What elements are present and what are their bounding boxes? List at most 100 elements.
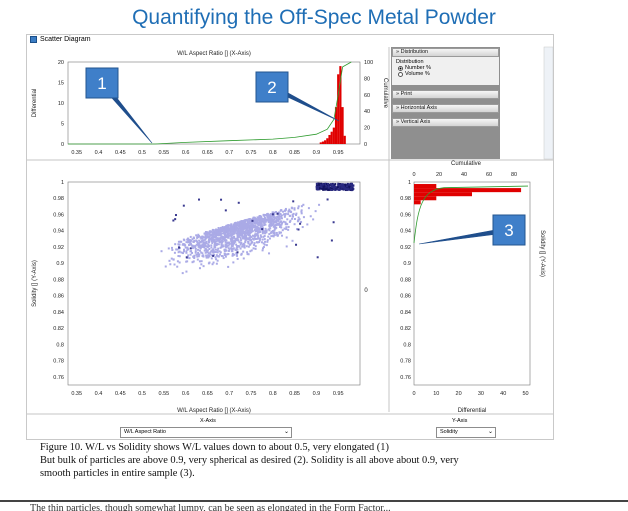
scatter-point xyxy=(257,228,260,231)
scatter-point xyxy=(253,218,256,221)
scatter-point xyxy=(326,183,329,186)
scatter-point xyxy=(236,248,239,251)
scatter-point xyxy=(344,185,347,188)
scatter-point xyxy=(324,188,327,191)
scatter-point xyxy=(277,219,280,222)
scatter-point xyxy=(264,232,267,235)
scatter-point xyxy=(247,245,250,248)
scatter-point xyxy=(275,221,278,224)
scatter-point xyxy=(287,213,290,216)
scatter-point xyxy=(164,265,167,268)
scatter-point xyxy=(256,241,259,244)
scatter-point xyxy=(245,236,248,239)
scatter-point xyxy=(258,215,261,218)
histogram-x-tick: 0.7 xyxy=(225,150,233,156)
distribution-section-header[interactable]: » Distribution xyxy=(392,48,499,57)
solidity-hist-y-tick: 0.96 xyxy=(400,212,411,218)
scatter-point xyxy=(256,232,259,235)
scatter-point xyxy=(191,261,194,264)
scatter-point xyxy=(213,231,216,234)
scatter-point xyxy=(288,220,291,223)
scatter-point xyxy=(215,238,218,241)
scatter-point xyxy=(245,234,248,237)
solidity-hist-y-tick: 0.78 xyxy=(400,359,411,365)
scatter-point xyxy=(233,232,236,235)
scatter-x-tick: 0.4 xyxy=(95,391,103,397)
scatter-point xyxy=(240,229,243,232)
scatter-point xyxy=(223,248,226,251)
scatter-y-tick: 0.98 xyxy=(53,196,64,202)
callout-1-label: 1 xyxy=(97,74,106,93)
x-axis-select[interactable]: W/L Aspect Ratio ⌄ xyxy=(120,427,292,438)
scatter-point xyxy=(287,228,290,231)
scatter-point xyxy=(329,186,332,189)
scatter-point xyxy=(251,223,254,226)
scatter-y-tick: 0.94 xyxy=(53,229,64,235)
scatter-point xyxy=(218,250,221,253)
scatter-point xyxy=(247,234,250,237)
vertical-axis-section-header[interactable]: » Vertical Axis xyxy=(392,118,499,127)
scatter-point xyxy=(225,243,228,246)
scatter-point xyxy=(223,239,226,242)
scatter-point xyxy=(323,185,326,188)
scatter-point xyxy=(250,220,253,223)
scatter-point xyxy=(255,222,258,225)
scatter-point xyxy=(320,187,323,190)
scatter-x-tick: 0.95 xyxy=(333,391,344,397)
scatter-point xyxy=(282,210,285,213)
scatter-point xyxy=(196,235,199,238)
scatter-point xyxy=(187,254,190,257)
scatter-point xyxy=(332,188,335,191)
scatter-point xyxy=(257,231,260,234)
scatter-point xyxy=(228,229,231,232)
histogram-x-tick: 0.9 xyxy=(313,150,321,156)
scatter-point xyxy=(210,254,213,257)
scatter-point xyxy=(191,247,194,250)
print-section-header[interactable]: » Print xyxy=(392,90,499,99)
radio-number-percent[interactable]: Number % xyxy=(398,65,495,71)
solidity-hist-y-tick: 0.9 xyxy=(403,261,411,267)
scatter-point xyxy=(178,261,181,264)
scatter-point xyxy=(273,232,276,235)
scatter-point xyxy=(207,252,210,255)
scatter-point xyxy=(270,219,273,222)
scatter-point xyxy=(203,232,206,235)
scatter-point xyxy=(221,255,224,258)
scatter-point xyxy=(254,220,257,223)
scatter-point xyxy=(195,234,198,237)
scatter-point xyxy=(224,248,227,251)
scatter-point xyxy=(307,207,310,210)
scatter-point xyxy=(264,227,267,230)
scatter-point xyxy=(210,249,213,252)
scatter-point xyxy=(202,239,205,242)
scatter-point xyxy=(274,226,277,229)
scatter-point xyxy=(210,239,213,242)
horizontal-axis-section-header[interactable]: » Horizontal Axis xyxy=(392,104,499,113)
scatter-point xyxy=(273,224,276,227)
scatter-point xyxy=(263,213,266,216)
scatter-point xyxy=(235,223,238,226)
chevron-up-icon: » xyxy=(396,49,400,55)
scatter-point xyxy=(259,226,262,229)
radio-volume-percent[interactable]: Volume % xyxy=(398,71,495,77)
scatter-point xyxy=(269,232,272,235)
scatter-point xyxy=(271,213,274,216)
scatter-point xyxy=(217,227,220,230)
scatter-point xyxy=(262,235,265,238)
scatter-point xyxy=(256,216,259,219)
scatter-point xyxy=(249,225,252,228)
scatter-point xyxy=(269,224,272,227)
scatter-point xyxy=(213,251,216,254)
scatter-point xyxy=(281,229,284,232)
scatter-point xyxy=(240,253,243,256)
scatter-point xyxy=(221,227,224,230)
scatter-point xyxy=(331,187,334,190)
scatter-point xyxy=(239,237,242,240)
radio-icon xyxy=(398,65,403,71)
y-axis-select[interactable]: Solidity ⌄ xyxy=(436,427,496,438)
scatter-point xyxy=(200,237,203,240)
scatter-point xyxy=(318,187,321,190)
histogram-bar xyxy=(330,131,333,144)
scatter-point xyxy=(211,263,214,266)
